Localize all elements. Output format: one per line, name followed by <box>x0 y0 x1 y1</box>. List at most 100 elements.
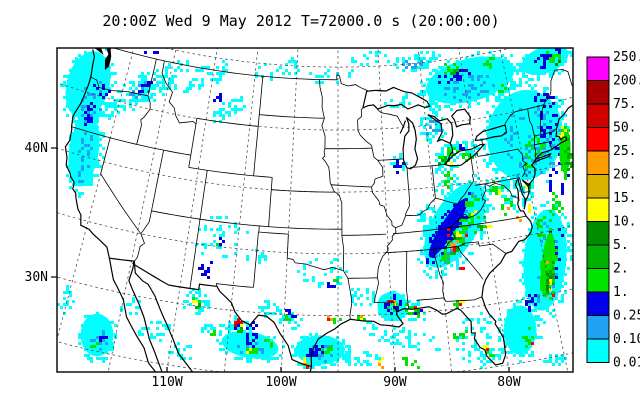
precip-cell-e <box>537 225 540 228</box>
precip-cell-c <box>498 357 501 360</box>
precip-cell-s <box>465 231 468 234</box>
precip-cell-e <box>564 153 567 156</box>
precip-cell-c <box>66 303 69 306</box>
precip-cell-c <box>435 57 438 60</box>
precip-cell-b <box>141 84 144 87</box>
meridian-line <box>107 48 177 372</box>
precip-cell-c <box>150 333 153 336</box>
precip-cell-c <box>288 321 291 324</box>
precip-cell-b <box>387 309 390 312</box>
precip-cell-c <box>351 60 354 63</box>
precip-cell-e <box>546 243 549 246</box>
precip-cell-b <box>546 96 549 99</box>
precip-cell-c <box>459 255 462 258</box>
precip-cell-o <box>381 366 384 369</box>
precip-cell-s <box>435 255 438 258</box>
precip-cell-b <box>456 78 459 81</box>
precip-cell-c <box>261 357 264 360</box>
precip-cell-c <box>366 291 369 294</box>
precip-cell-c <box>90 174 93 177</box>
precip-cell-c <box>453 174 456 177</box>
state-border <box>287 257 344 271</box>
state-border <box>271 189 336 193</box>
precip-cell-c <box>522 318 525 321</box>
precip-cell-c <box>189 357 192 360</box>
precip-cell-c <box>78 333 81 336</box>
precip-cell-b <box>555 147 558 150</box>
precip-cell-c <box>537 63 540 66</box>
precip-cell-e <box>468 156 471 159</box>
precip-cell-c <box>567 240 570 243</box>
precip-cell-c <box>531 294 534 297</box>
precip-cell-c <box>81 69 84 72</box>
precip-cell-c <box>66 102 69 105</box>
state-border <box>151 210 342 230</box>
precip-cell-c <box>477 213 480 216</box>
coastline <box>444 143 486 167</box>
precip-cell-c <box>501 114 504 117</box>
precip-cell-r <box>237 318 240 321</box>
precip-cell-c <box>519 135 522 138</box>
precip-cell-c <box>264 357 267 360</box>
precip-cell-g <box>552 276 555 279</box>
precip-cell-c <box>384 54 387 57</box>
precip-cell-c <box>315 357 318 360</box>
precip-cell-c <box>429 81 432 84</box>
precip-cell-c <box>489 360 492 363</box>
precip-cell-s <box>78 174 81 177</box>
precip-cell-c <box>72 108 75 111</box>
precip-cell-c <box>102 351 105 354</box>
precip-cell-c <box>519 81 522 84</box>
precip-cell-c <box>420 57 423 60</box>
precip-cell-c <box>552 231 555 234</box>
precip-cell-c <box>486 165 489 168</box>
precip-cell-e <box>540 279 543 282</box>
state-border <box>476 152 479 157</box>
precip-cell-e <box>531 138 534 141</box>
precip-cell-c <box>93 117 96 120</box>
precip-cell-e <box>525 165 528 168</box>
precip-cell-c <box>417 93 420 96</box>
precip-cell-b <box>546 126 549 129</box>
precip-cell-c <box>426 78 429 81</box>
precip-cell-c <box>471 81 474 84</box>
precip-cell-c <box>444 99 447 102</box>
precip-cell-c <box>69 150 72 153</box>
precip-cell-c <box>216 111 219 114</box>
precip-cell-e <box>504 213 507 216</box>
precip-cell-c <box>525 249 528 252</box>
precip-cell-c <box>480 360 483 363</box>
precip-cell-c <box>381 336 384 339</box>
precip-cell-c <box>474 147 477 150</box>
precip-cell-c <box>108 336 111 339</box>
state-border <box>341 235 345 271</box>
precip-cell-e <box>324 351 327 354</box>
precip-cell-s <box>435 120 438 123</box>
precip-cell-c <box>357 360 360 363</box>
precip-cell-e <box>444 63 447 66</box>
precip-cell-c <box>228 114 231 117</box>
precip-cell-b <box>543 135 546 138</box>
precip-cell-c <box>504 342 507 345</box>
precip-cell-c <box>555 297 558 300</box>
precip-cell-c <box>150 87 153 90</box>
precip-cell-c <box>81 120 84 123</box>
precip-cell-c <box>546 165 549 168</box>
precip-cell-b <box>441 231 444 234</box>
precip-cell-g <box>567 168 570 171</box>
precip-cell-c <box>282 315 285 318</box>
precip-cell-e <box>453 231 456 234</box>
precip-cell-c <box>432 111 435 114</box>
precip-cell-c <box>447 198 450 201</box>
precip-cell-b <box>87 108 90 111</box>
precip-cell-b <box>462 147 465 150</box>
precip-cell-c <box>486 99 489 102</box>
precip-cell-c <box>279 354 282 357</box>
precip-cell-c <box>69 156 72 159</box>
precip-cell-c <box>471 318 474 321</box>
precip-cell-c <box>459 81 462 84</box>
precip-cell-e <box>216 243 219 246</box>
precip-cell-c <box>456 228 459 231</box>
precip-cell-o <box>393 300 396 303</box>
precip-cell-c <box>165 66 168 69</box>
